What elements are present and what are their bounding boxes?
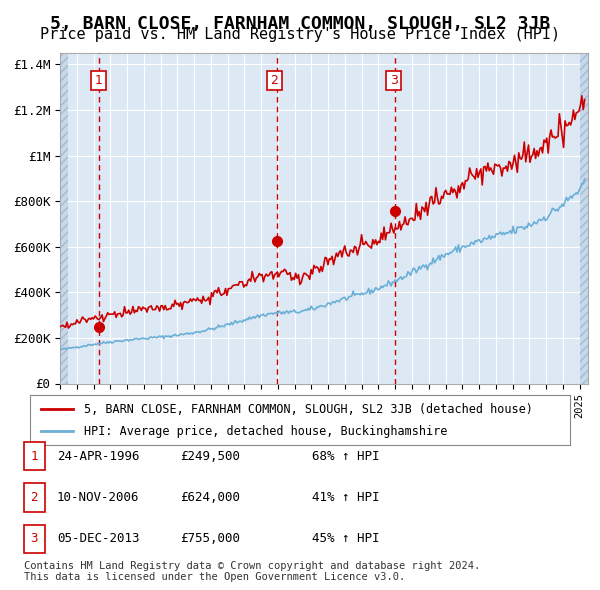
Text: 5, BARN CLOSE, FARNHAM COMMON, SLOUGH, SL2 3JB (detached house): 5, BARN CLOSE, FARNHAM COMMON, SLOUGH, S… — [84, 403, 533, 416]
Text: Price paid vs. HM Land Registry's House Price Index (HPI): Price paid vs. HM Land Registry's House … — [40, 27, 560, 41]
Text: 2: 2 — [271, 74, 278, 87]
Text: 3: 3 — [31, 532, 38, 545]
Text: 45% ↑ HPI: 45% ↑ HPI — [312, 532, 380, 545]
Text: 1: 1 — [31, 450, 38, 463]
Text: Contains HM Land Registry data © Crown copyright and database right 2024.
This d: Contains HM Land Registry data © Crown c… — [24, 560, 480, 582]
Text: HPI: Average price, detached house, Buckinghamshire: HPI: Average price, detached house, Buck… — [84, 425, 448, 438]
Text: 5, BARN CLOSE, FARNHAM COMMON, SLOUGH, SL2 3JB: 5, BARN CLOSE, FARNHAM COMMON, SLOUGH, S… — [50, 15, 550, 33]
Text: 41% ↑ HPI: 41% ↑ HPI — [312, 491, 380, 504]
Text: 68% ↑ HPI: 68% ↑ HPI — [312, 450, 380, 463]
Text: £755,000: £755,000 — [180, 532, 240, 545]
Text: 05-DEC-2013: 05-DEC-2013 — [57, 532, 139, 545]
Text: 3: 3 — [389, 74, 397, 87]
Text: 2: 2 — [31, 491, 38, 504]
Text: 24-APR-1996: 24-APR-1996 — [57, 450, 139, 463]
Text: £624,000: £624,000 — [180, 491, 240, 504]
Text: 10-NOV-2006: 10-NOV-2006 — [57, 491, 139, 504]
Text: £249,500: £249,500 — [180, 450, 240, 463]
Text: 1: 1 — [95, 74, 103, 87]
